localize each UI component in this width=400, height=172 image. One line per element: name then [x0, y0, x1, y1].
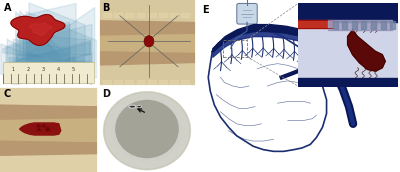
Text: 3: 3: [42, 67, 45, 72]
Ellipse shape: [104, 92, 190, 169]
Text: 2: 2: [26, 67, 30, 72]
Text: C: C: [4, 89, 11, 99]
Polygon shape: [42, 124, 46, 127]
Bar: [3, 62, 94, 83]
Text: D: D: [102, 89, 110, 99]
Text: 1: 1: [11, 67, 14, 72]
Polygon shape: [11, 15, 65, 45]
Polygon shape: [20, 123, 61, 135]
Polygon shape: [46, 128, 50, 131]
Text: B: B: [102, 3, 109, 13]
Ellipse shape: [144, 36, 154, 47]
Polygon shape: [46, 127, 50, 130]
Polygon shape: [208, 31, 326, 151]
Polygon shape: [30, 23, 52, 35]
Ellipse shape: [129, 105, 136, 108]
Ellipse shape: [137, 105, 142, 108]
Polygon shape: [36, 124, 40, 127]
Text: E: E: [202, 5, 209, 15]
Bar: [222, 40, 247, 57]
Polygon shape: [348, 30, 385, 71]
FancyBboxPatch shape: [237, 3, 257, 24]
Polygon shape: [37, 128, 41, 131]
Text: 5: 5: [72, 67, 75, 72]
Ellipse shape: [115, 100, 179, 158]
Text: 4: 4: [57, 67, 60, 72]
Text: A: A: [4, 3, 12, 13]
